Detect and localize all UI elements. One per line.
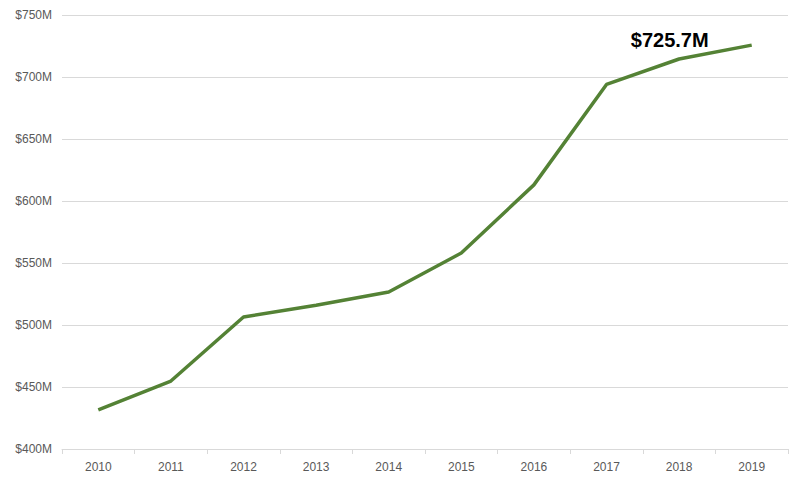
svg-text:2012: 2012 <box>230 460 257 474</box>
svg-text:$500M: $500M <box>15 318 52 332</box>
svg-text:2013: 2013 <box>303 460 330 474</box>
svg-text:2016: 2016 <box>521 460 548 474</box>
svg-text:2018: 2018 <box>666 460 693 474</box>
svg-text:2015: 2015 <box>448 460 475 474</box>
svg-text:$750M: $750M <box>15 8 52 22</box>
svg-text:$725.7M: $725.7M <box>631 29 709 51</box>
svg-text:2014: 2014 <box>375 460 402 474</box>
svg-text:2017: 2017 <box>593 460 620 474</box>
svg-text:2010: 2010 <box>85 460 112 474</box>
svg-text:$700M: $700M <box>15 70 52 84</box>
svg-text:$650M: $650M <box>15 132 52 146</box>
svg-text:2011: 2011 <box>158 460 184 474</box>
svg-text:$450M: $450M <box>15 380 52 394</box>
svg-text:$600M: $600M <box>15 194 52 208</box>
svg-text:$550M: $550M <box>15 256 52 270</box>
svg-text:2019: 2019 <box>738 460 765 474</box>
svg-text:$400M: $400M <box>15 442 52 456</box>
